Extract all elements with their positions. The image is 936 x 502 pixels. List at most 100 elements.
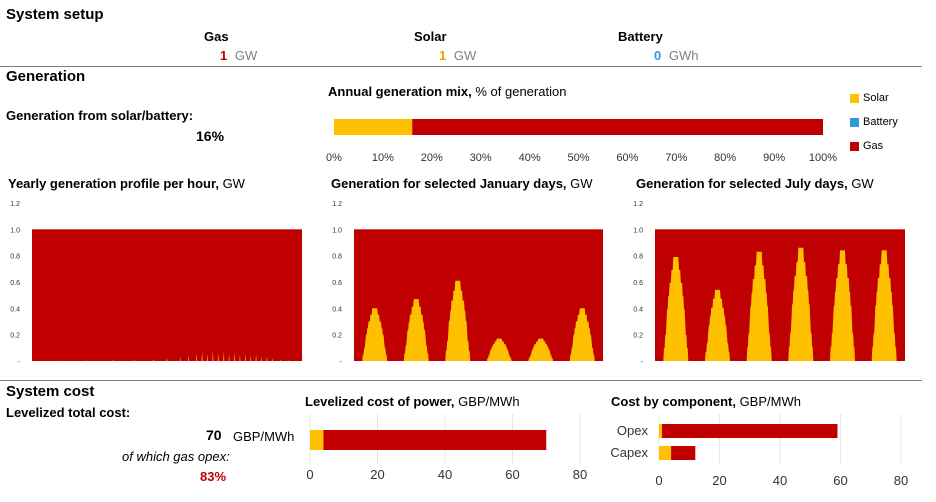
legend-battery-label: Battery — [863, 116, 898, 128]
battery-capacity[interactable]: 0 GWh — [654, 48, 698, 63]
mix-legend: Solar Battery Gas — [850, 86, 898, 158]
legend-gas-label: Gas — [863, 140, 884, 152]
y-tick-label: 1.0 — [633, 227, 643, 234]
y-tick-label: 0.6 — [332, 280, 342, 287]
divider-generation — [0, 66, 922, 67]
y-tick-label: 1.2 — [332, 201, 342, 208]
component-tick-label: 60 — [833, 473, 847, 488]
system-setup-title: System setup — [6, 6, 104, 23]
solar-capacity-unit: GW — [453, 48, 477, 63]
january-chart: 1.2 1.0 0.8 0.6 0.4 0.2 - — [332, 201, 603, 366]
battery-label: Battery — [618, 29, 663, 44]
y-tick-label: - — [340, 359, 343, 366]
gas-capacity-value: 1 — [220, 48, 228, 63]
gas-opex-label: of which gas opex: — [122, 449, 230, 464]
july-title-rest: GW — [847, 176, 874, 191]
lcoe-tick-label: 20 — [370, 467, 384, 482]
mix-tick-label: 30% — [470, 152, 492, 164]
mix-chart-title: Annual generation mix, % of generation — [328, 84, 566, 99]
y-tick-label: 0.8 — [10, 254, 20, 261]
solar-capacity[interactable]: 1 GW — [439, 48, 476, 63]
gas-area — [655, 229, 905, 361]
gas-area — [32, 229, 302, 361]
solar-area — [655, 247, 905, 361]
january-chart-title: Generation for selected January days, GW — [331, 176, 593, 191]
january-title-bold: Generation for selected January days, — [331, 176, 567, 191]
component-category-label: Capex — [610, 445, 648, 460]
component-title-bold: Cost by component, — [611, 394, 736, 409]
divider-cost — [0, 380, 922, 381]
mix-tick-label: 40% — [519, 152, 541, 164]
mix-tick-label: 0% — [326, 152, 342, 164]
solar-capacity-value: 1 — [439, 48, 447, 63]
mix-bar-solar — [334, 119, 413, 135]
y-tick-label: 1.0 — [332, 227, 342, 234]
mix-tick-label: 80% — [714, 152, 736, 164]
yearly-title-bold: Yearly generation profile per hour, — [8, 176, 219, 191]
y-tick-label: - — [18, 359, 21, 366]
component-bar-opex-gas — [662, 424, 838, 438]
solar-share-label: Generation from solar/battery: — [6, 108, 194, 123]
system-cost-title: System cost — [6, 383, 95, 400]
generation-title: Generation — [6, 68, 86, 85]
y-tick-label: 0.4 — [633, 306, 643, 313]
mix-title-rest: % of generation — [471, 84, 567, 99]
january-title-rest: GW — [566, 176, 593, 191]
lcoe-chart: 0 20 40 60 80 — [306, 414, 587, 482]
total-cost-label: Levelized total cost: — [6, 405, 131, 420]
total-cost-unit: GBP/MWh — [233, 429, 295, 444]
component-bar-capex-solar — [659, 446, 672, 460]
component-tick-label: 20 — [712, 473, 726, 488]
mix-tick-label: 20% — [421, 152, 443, 164]
yearly-title-rest: GW — [218, 176, 245, 191]
lcoe-tick-label: 40 — [438, 467, 452, 482]
lcoe-tick-label: 0 — [306, 467, 313, 482]
legend-gas: Gas — [850, 134, 898, 158]
y-tick-label: 1.0 — [10, 227, 20, 234]
legend-solar-swatch — [850, 93, 859, 103]
legend-solar: Solar — [850, 86, 898, 110]
mix-tick-label: 60% — [616, 152, 638, 164]
gas-capacity[interactable]: 1 GW — [220, 48, 257, 63]
y-tick-label: - — [641, 359, 644, 366]
solar-area — [354, 280, 603, 361]
july-title-bold: Generation for selected July days, — [636, 176, 848, 191]
y-tick-label: 0.2 — [10, 333, 20, 340]
legend-solar-label: Solar — [863, 92, 889, 104]
legend-battery-swatch — [850, 117, 859, 127]
legend-battery: Battery — [850, 110, 898, 134]
july-chart: 1.2 1.0 0.8 0.6 0.4 0.2 - — [633, 201, 905, 366]
lcoe-title-rest: GBP/MWh — [454, 394, 520, 409]
gas-label: Gas — [204, 29, 229, 44]
lcoe-bar-gas — [323, 430, 547, 450]
mix-tick-label: 100% — [809, 152, 837, 164]
y-tick-label: 1.2 — [633, 201, 643, 208]
solar-area — [32, 350, 302, 361]
component-chart: 0 20 40 60 80 Opex Capex — [610, 414, 908, 488]
y-tick-label: 0.2 — [633, 333, 643, 340]
component-chart-title: Cost by component, GBP/MWh — [611, 394, 801, 409]
y-tick-label: 0.8 — [332, 254, 342, 261]
july-chart-title: Generation for selected July days, GW — [636, 176, 874, 191]
battery-capacity-unit: GWh — [668, 48, 699, 63]
lcoe-chart-title: Levelized cost of power, GBP/MWh — [305, 394, 520, 409]
mix-title-bold: Annual generation mix, — [328, 84, 472, 99]
y-tick-label: 0.2 — [332, 333, 342, 340]
mix-tick-label: 50% — [567, 152, 589, 164]
component-tick-label: 40 — [773, 473, 787, 488]
yearly-chart: 1.2 1.0 0.8 0.6 0.4 0.2 - — [10, 201, 302, 366]
gas-opex-value: 83% — [200, 469, 227, 484]
y-tick-label: 0.6 — [633, 280, 643, 287]
component-category-label: Opex — [617, 423, 649, 438]
lcoe-tick-label: 80 — [573, 467, 587, 482]
lcoe-tick-label: 60 — [505, 467, 519, 482]
y-tick-label: 0.4 — [10, 306, 20, 313]
mix-tick-label: 90% — [763, 152, 785, 164]
battery-capacity-value: 0 — [654, 48, 662, 63]
mix-bar-gas — [412, 119, 823, 135]
y-tick-label: 0.4 — [332, 306, 342, 313]
y-tick-label: 0.8 — [633, 254, 643, 261]
mix-tick-label: 10% — [372, 152, 394, 164]
mix-chart: 0% 10% 20% 30% 40% 50% 60% 70% 80% 90% 100% — [326, 119, 837, 164]
solar-label: Solar — [414, 29, 447, 44]
